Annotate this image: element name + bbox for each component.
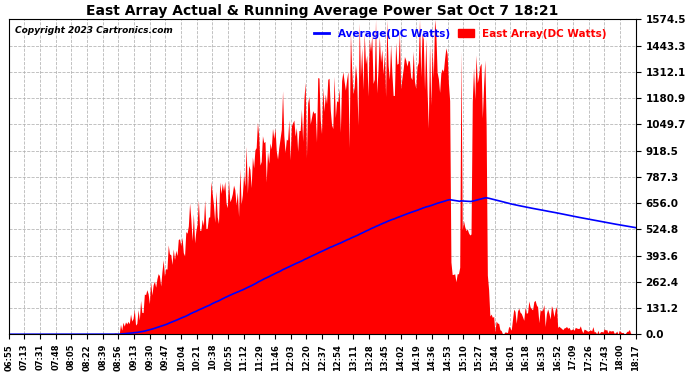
Legend: Average(DC Watts), East Array(DC Watts): Average(DC Watts), East Array(DC Watts) bbox=[309, 24, 611, 43]
Title: East Array Actual & Running Average Power Sat Oct 7 18:21: East Array Actual & Running Average Powe… bbox=[86, 4, 558, 18]
Text: Copyright 2023 Cartronics.com: Copyright 2023 Cartronics.com bbox=[15, 26, 172, 34]
